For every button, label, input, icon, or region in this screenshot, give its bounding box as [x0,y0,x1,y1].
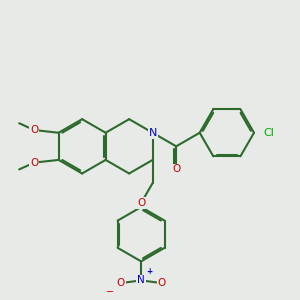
Text: O: O [137,198,145,208]
Text: O: O [158,278,166,288]
Text: N: N [137,275,145,285]
Text: O: O [30,125,38,135]
Text: O: O [30,158,38,168]
Text: Cl: Cl [264,128,274,138]
Text: O: O [117,278,125,288]
Text: N: N [148,128,157,138]
Text: O: O [172,164,180,174]
Text: +: + [147,267,153,276]
Text: −: − [106,287,114,297]
